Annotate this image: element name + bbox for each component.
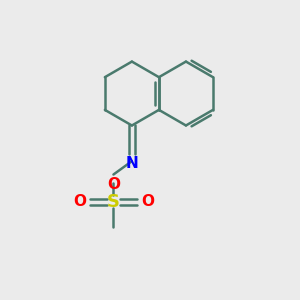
Text: O: O (73, 194, 86, 209)
Text: O: O (107, 177, 120, 192)
Text: O: O (141, 194, 154, 209)
Text: S: S (107, 193, 120, 211)
Text: N: N (125, 156, 138, 171)
